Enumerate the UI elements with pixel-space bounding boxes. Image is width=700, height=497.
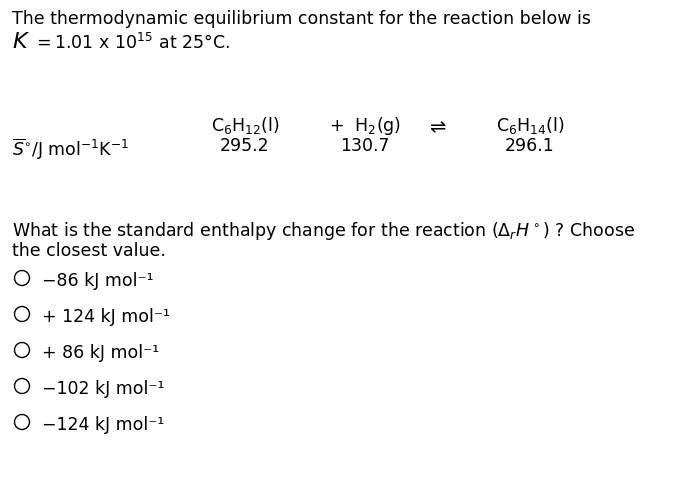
Text: −124 kJ mol⁻¹: −124 kJ mol⁻¹	[42, 416, 164, 434]
Text: + 86 kJ mol⁻¹: + 86 kJ mol⁻¹	[42, 344, 160, 362]
Text: $= 1.01\ \mathrm{x}\ 10^{15}\ \mathrm{at}\ 25\mathrm{°C.}$: $= 1.01\ \mathrm{x}\ 10^{15}\ \mathrm{at…	[33, 33, 230, 53]
Text: $K$: $K$	[12, 32, 30, 52]
Text: C$_6$H$_{12}$(l): C$_6$H$_{12}$(l)	[211, 115, 279, 136]
Text: 130.7: 130.7	[340, 137, 390, 155]
Text: the closest value.: the closest value.	[12, 242, 166, 260]
Text: $+$  H$_2$(g): $+$ H$_2$(g)	[329, 115, 401, 137]
Text: −102 kJ mol⁻¹: −102 kJ mol⁻¹	[42, 380, 164, 398]
Text: + 124 kJ mol⁻¹: + 124 kJ mol⁻¹	[42, 308, 170, 326]
Text: C$_6$H$_{14}$(l): C$_6$H$_{14}$(l)	[496, 115, 564, 136]
Text: $\rightleftharpoons$: $\rightleftharpoons$	[426, 118, 447, 137]
Text: −86 kJ mol⁻¹: −86 kJ mol⁻¹	[42, 272, 153, 290]
Text: 296.1: 296.1	[505, 137, 555, 155]
Text: What is the standard enthalpy change for the reaction $(\Delta_r H^\circ)$ ? Cho: What is the standard enthalpy change for…	[12, 220, 635, 242]
Text: 295.2: 295.2	[220, 137, 270, 155]
Text: $\overline{S}$$^{\circ}$/J mol$^{-1}$K$^{-1}$: $\overline{S}$$^{\circ}$/J mol$^{-1}$K$^…	[12, 137, 130, 163]
Text: The thermodynamic equilibrium constant for the reaction below is: The thermodynamic equilibrium constant f…	[12, 10, 591, 28]
